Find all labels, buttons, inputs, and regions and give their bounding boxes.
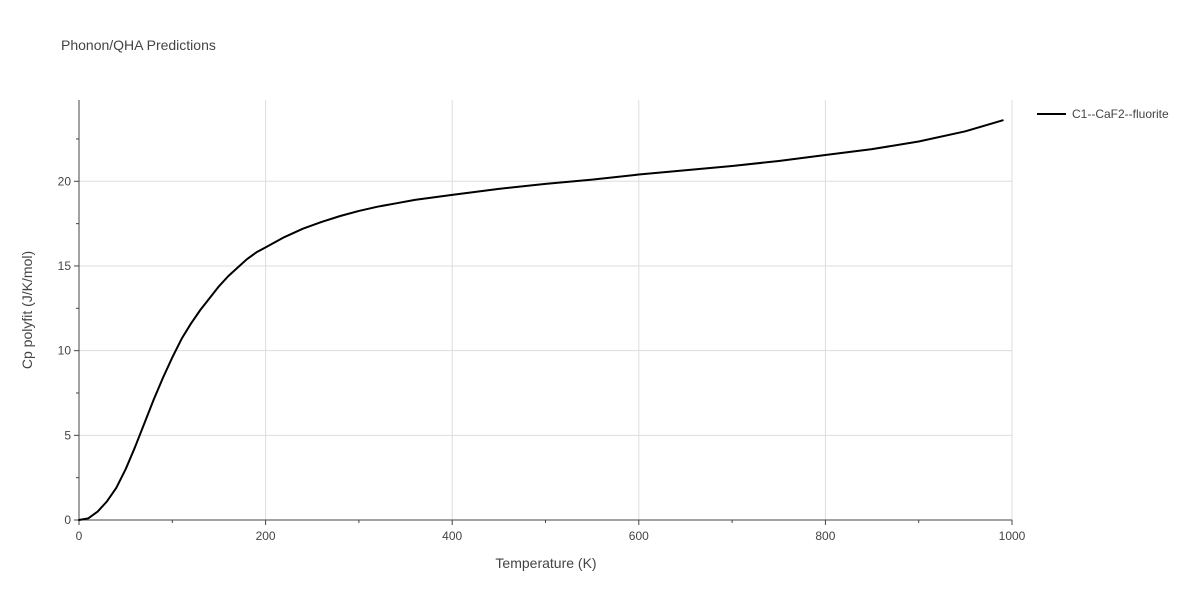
legend[interactable]: C1--CaF2--fluorite [1037, 107, 1169, 121]
chart-title: Phonon/QHA Predictions [61, 37, 216, 53]
plot-series [78, 119, 1004, 521]
x-tick-label: 800 [815, 529, 835, 543]
y-tick-label: 15 [58, 259, 72, 273]
x-tick-label: 600 [629, 529, 649, 543]
x-tick-label: 200 [256, 529, 276, 543]
x-tick-label: 400 [442, 529, 462, 543]
legend-label: C1--CaF2--fluorite [1072, 107, 1169, 121]
y-tick-label: 10 [58, 344, 72, 358]
y-tick-label: 20 [58, 174, 72, 188]
y-tick-label: 0 [64, 513, 71, 527]
x-tick-label: 1000 [999, 529, 1026, 543]
axes [78, 100, 1012, 521]
grid [79, 100, 1013, 520]
series-line-0[interactable] [78, 119, 1004, 521]
x-tick-label: 0 [76, 529, 83, 543]
x-ticks: 0 200 400 600 800 1000 [76, 520, 1026, 543]
y-ticks: 0 5 10 15 20 [58, 138, 79, 527]
x-axis-title: Temperature (K) [495, 555, 596, 571]
y-axis-title: Cp polyfit (J/K/mol) [19, 251, 35, 369]
y-tick-label: 5 [64, 428, 71, 442]
